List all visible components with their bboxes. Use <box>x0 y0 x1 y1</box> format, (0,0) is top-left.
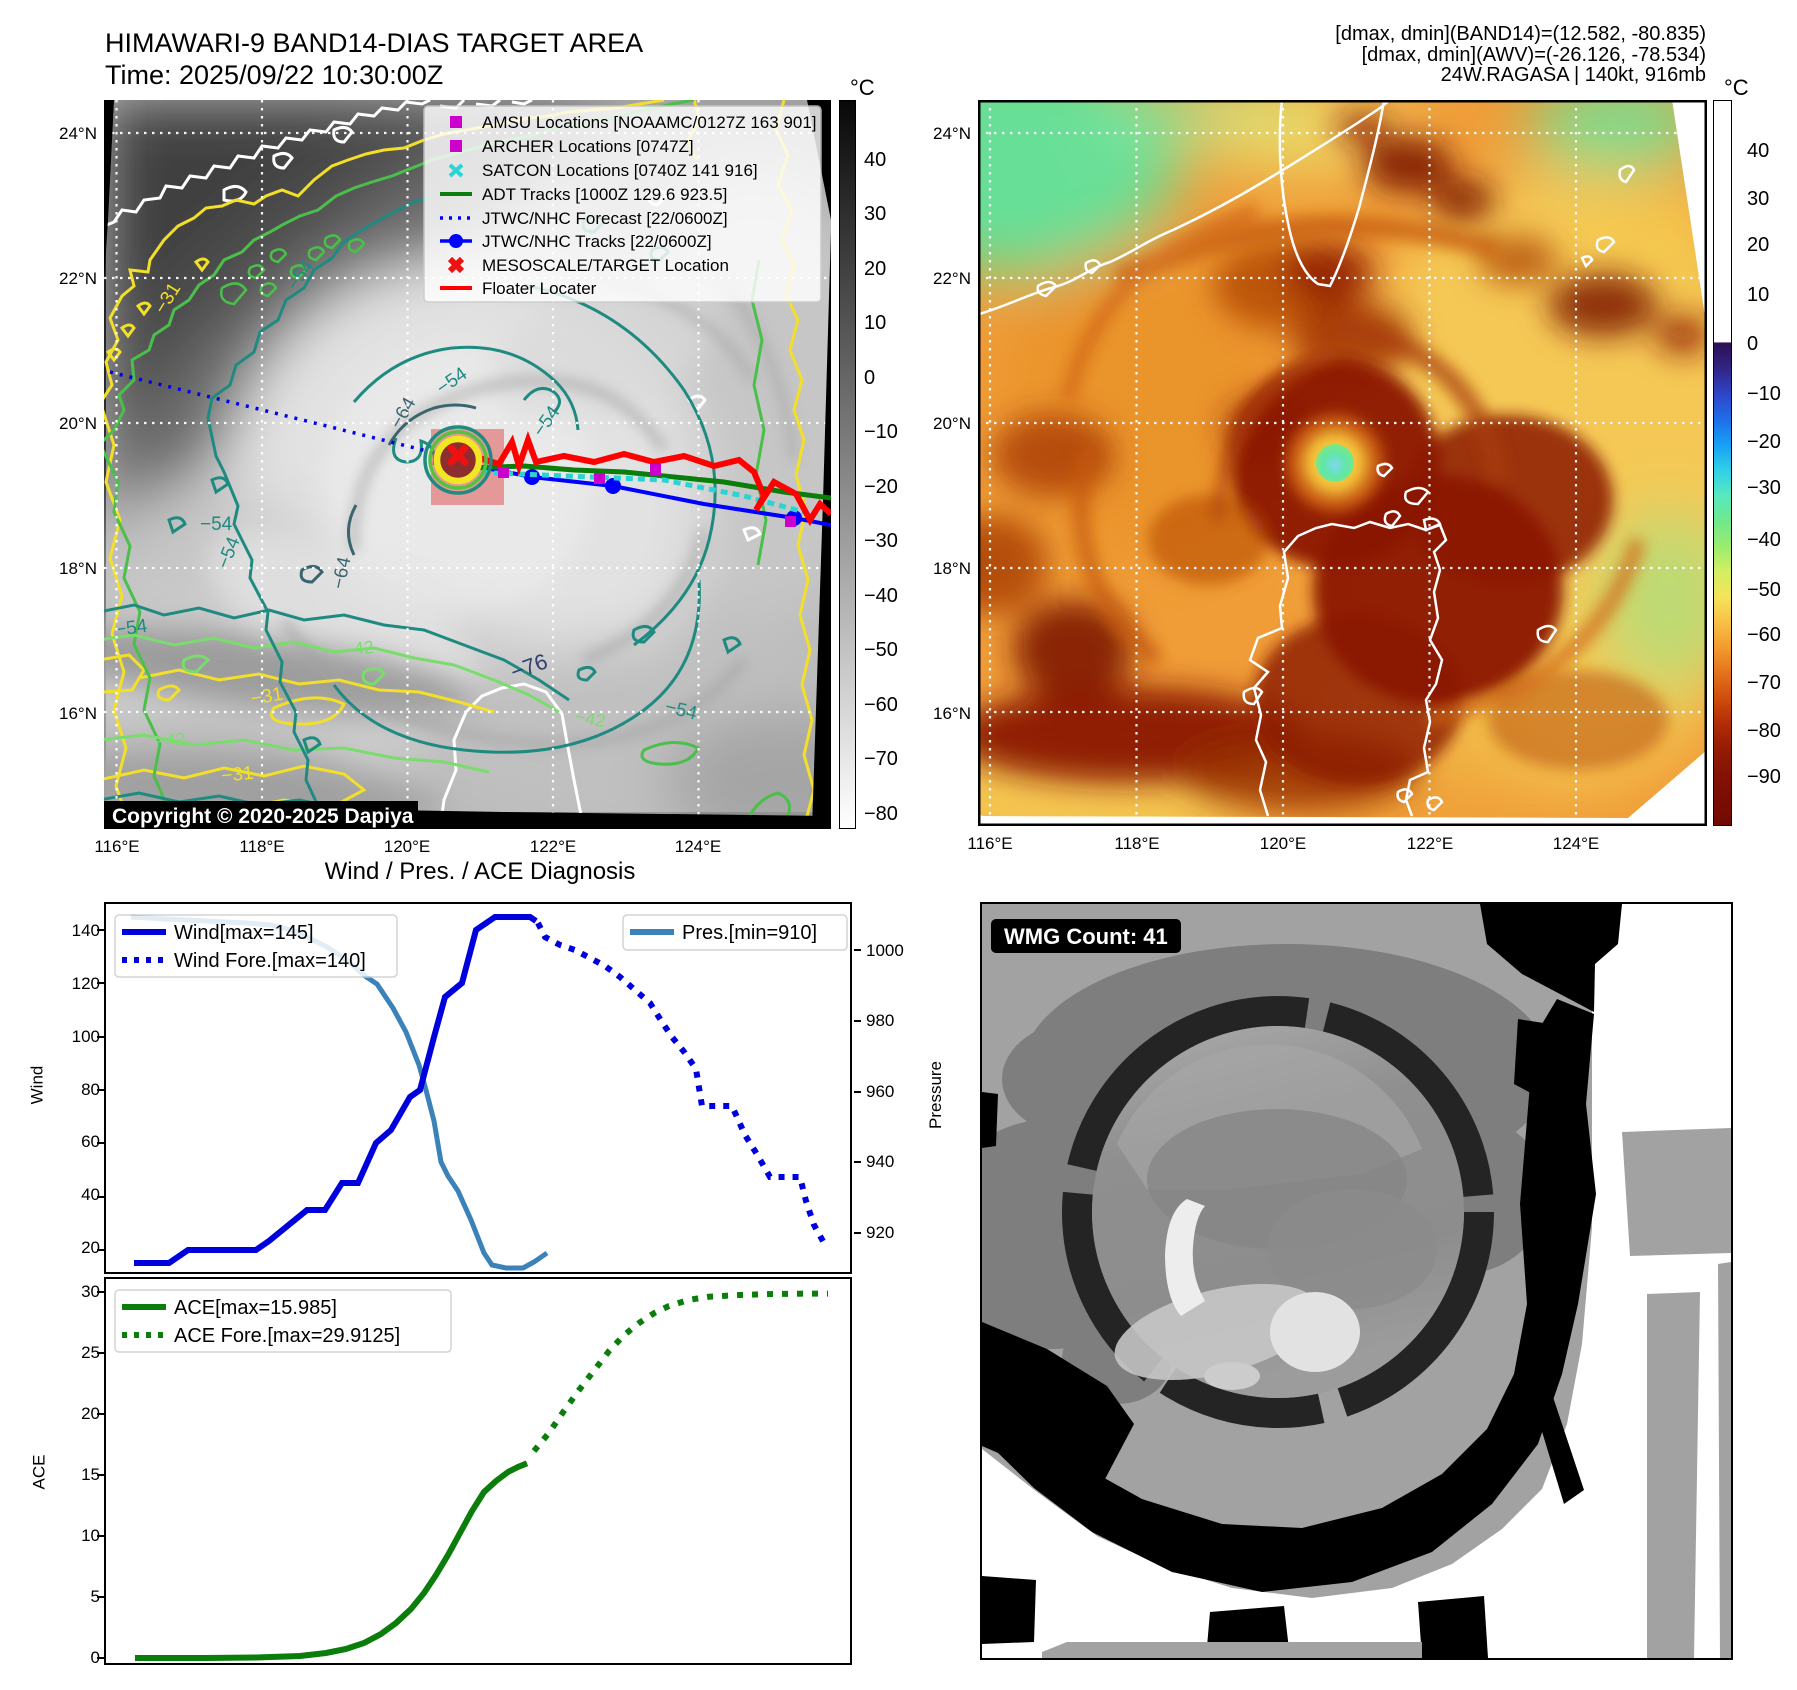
svg-text:MESOSCALE/TARGET Location: MESOSCALE/TARGET Location <box>482 256 729 275</box>
svg-text:AMSU Locations [NOAAMC/0127Z 1: AMSU Locations [NOAAMC/0127Z 163 901] <box>482 113 817 132</box>
svg-text:Copyright © 2020-2025 Dapiya: Copyright © 2020-2025 Dapiya <box>112 805 414 828</box>
svg-text:ACE[max=15.985]: ACE[max=15.985] <box>174 1297 337 1319</box>
svg-text:ARCHER Locations [0747Z]: ARCHER Locations [0747Z] <box>482 137 694 156</box>
svg-text:−31: −31 <box>220 763 254 787</box>
svg-text:ADT Tracks [1000Z 129.6 923.5]: ADT Tracks [1000Z 129.6 923.5] <box>482 185 727 204</box>
svg-text:Floater Locater: Floater Locater <box>482 279 597 298</box>
svg-text:WMG Count: 41: WMG Count: 41 <box>1004 924 1168 949</box>
svg-text:JTWC/NHC Forecast [22/0600Z]: JTWC/NHC Forecast [22/0600Z] <box>482 209 728 228</box>
svg-text:Wind Fore.[max=140]: Wind Fore.[max=140] <box>174 950 366 972</box>
svg-text:ACE Fore.[max=29.9125]: ACE Fore.[max=29.9125] <box>174 1325 400 1347</box>
svg-text:SATCON Locations [0740Z 141 91: SATCON Locations [0740Z 141 916] <box>482 161 758 180</box>
svg-text:−42: −42 <box>342 637 374 660</box>
svg-text:−42: −42 <box>154 729 186 752</box>
svg-text:−54: −54 <box>114 616 149 641</box>
svg-text:JTWC/NHC Tracks [22/0600Z]: JTWC/NHC Tracks [22/0600Z] <box>482 232 712 251</box>
svg-text:Pres.[min=910]: Pres.[min=910] <box>682 922 817 944</box>
svg-text:Wind[max=145]: Wind[max=145] <box>174 922 314 944</box>
svg-text:−54: −54 <box>200 514 233 535</box>
